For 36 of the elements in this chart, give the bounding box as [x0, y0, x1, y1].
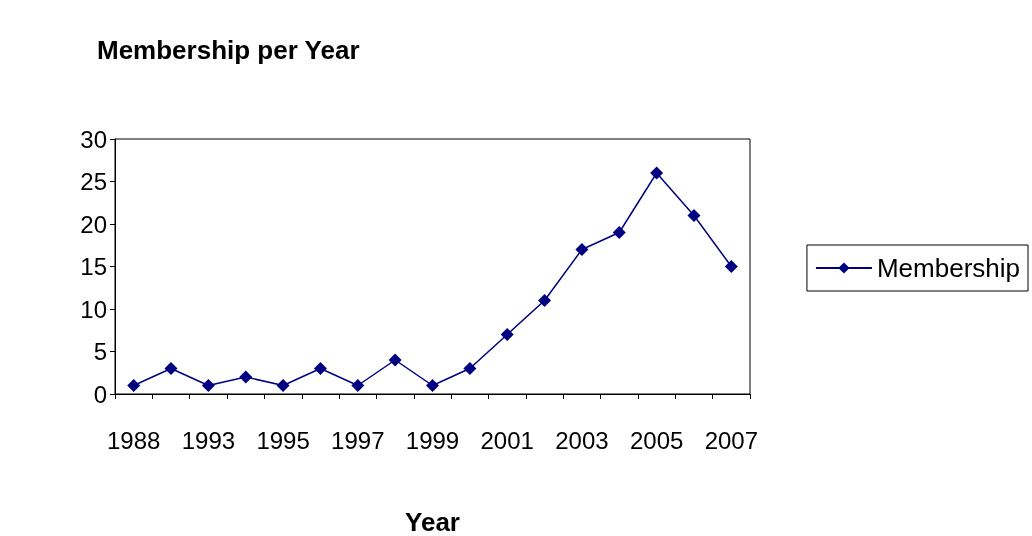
y-tick-label: 0 [93, 380, 107, 408]
legend-label: Membership [876, 253, 1021, 283]
x-tick-label: 2005 [629, 426, 684, 454]
y-tick-label: 10 [80, 295, 107, 323]
x-tick-label: 1993 [181, 426, 236, 454]
point [127, 379, 141, 392]
y-tick-label: 20 [80, 210, 107, 238]
point [687, 209, 701, 222]
point [313, 362, 327, 375]
point [351, 379, 365, 392]
point [201, 379, 215, 392]
point [500, 328, 514, 341]
point [426, 379, 439, 392]
x-tick-label: 2003 [555, 426, 609, 454]
x-tick-label: 1988 [106, 426, 161, 454]
x-axis-title: Year [405, 507, 460, 536]
x-tick-label: 1995 [256, 426, 310, 454]
x-tick-label: 2001 [480, 426, 534, 454]
point [388, 353, 402, 367]
point [724, 260, 738, 273]
x-tick-label: 1997 [331, 426, 385, 454]
chart-title: Membership per Year [97, 35, 360, 65]
x-tick-label: 2007 [704, 426, 759, 454]
point [239, 370, 253, 384]
point [612, 226, 626, 239]
point [538, 294, 552, 307]
point [575, 243, 589, 256]
y-tick-label: 25 [80, 168, 107, 195]
point [463, 362, 477, 375]
y-tick-label: 15 [80, 253, 107, 280]
x-tick-label: 1999 [405, 426, 460, 454]
point [164, 362, 178, 375]
y-tick-label: 5 [93, 338, 107, 365]
point [276, 379, 290, 392]
y-tick-label: 30 [80, 125, 107, 153]
point [650, 166, 664, 180]
